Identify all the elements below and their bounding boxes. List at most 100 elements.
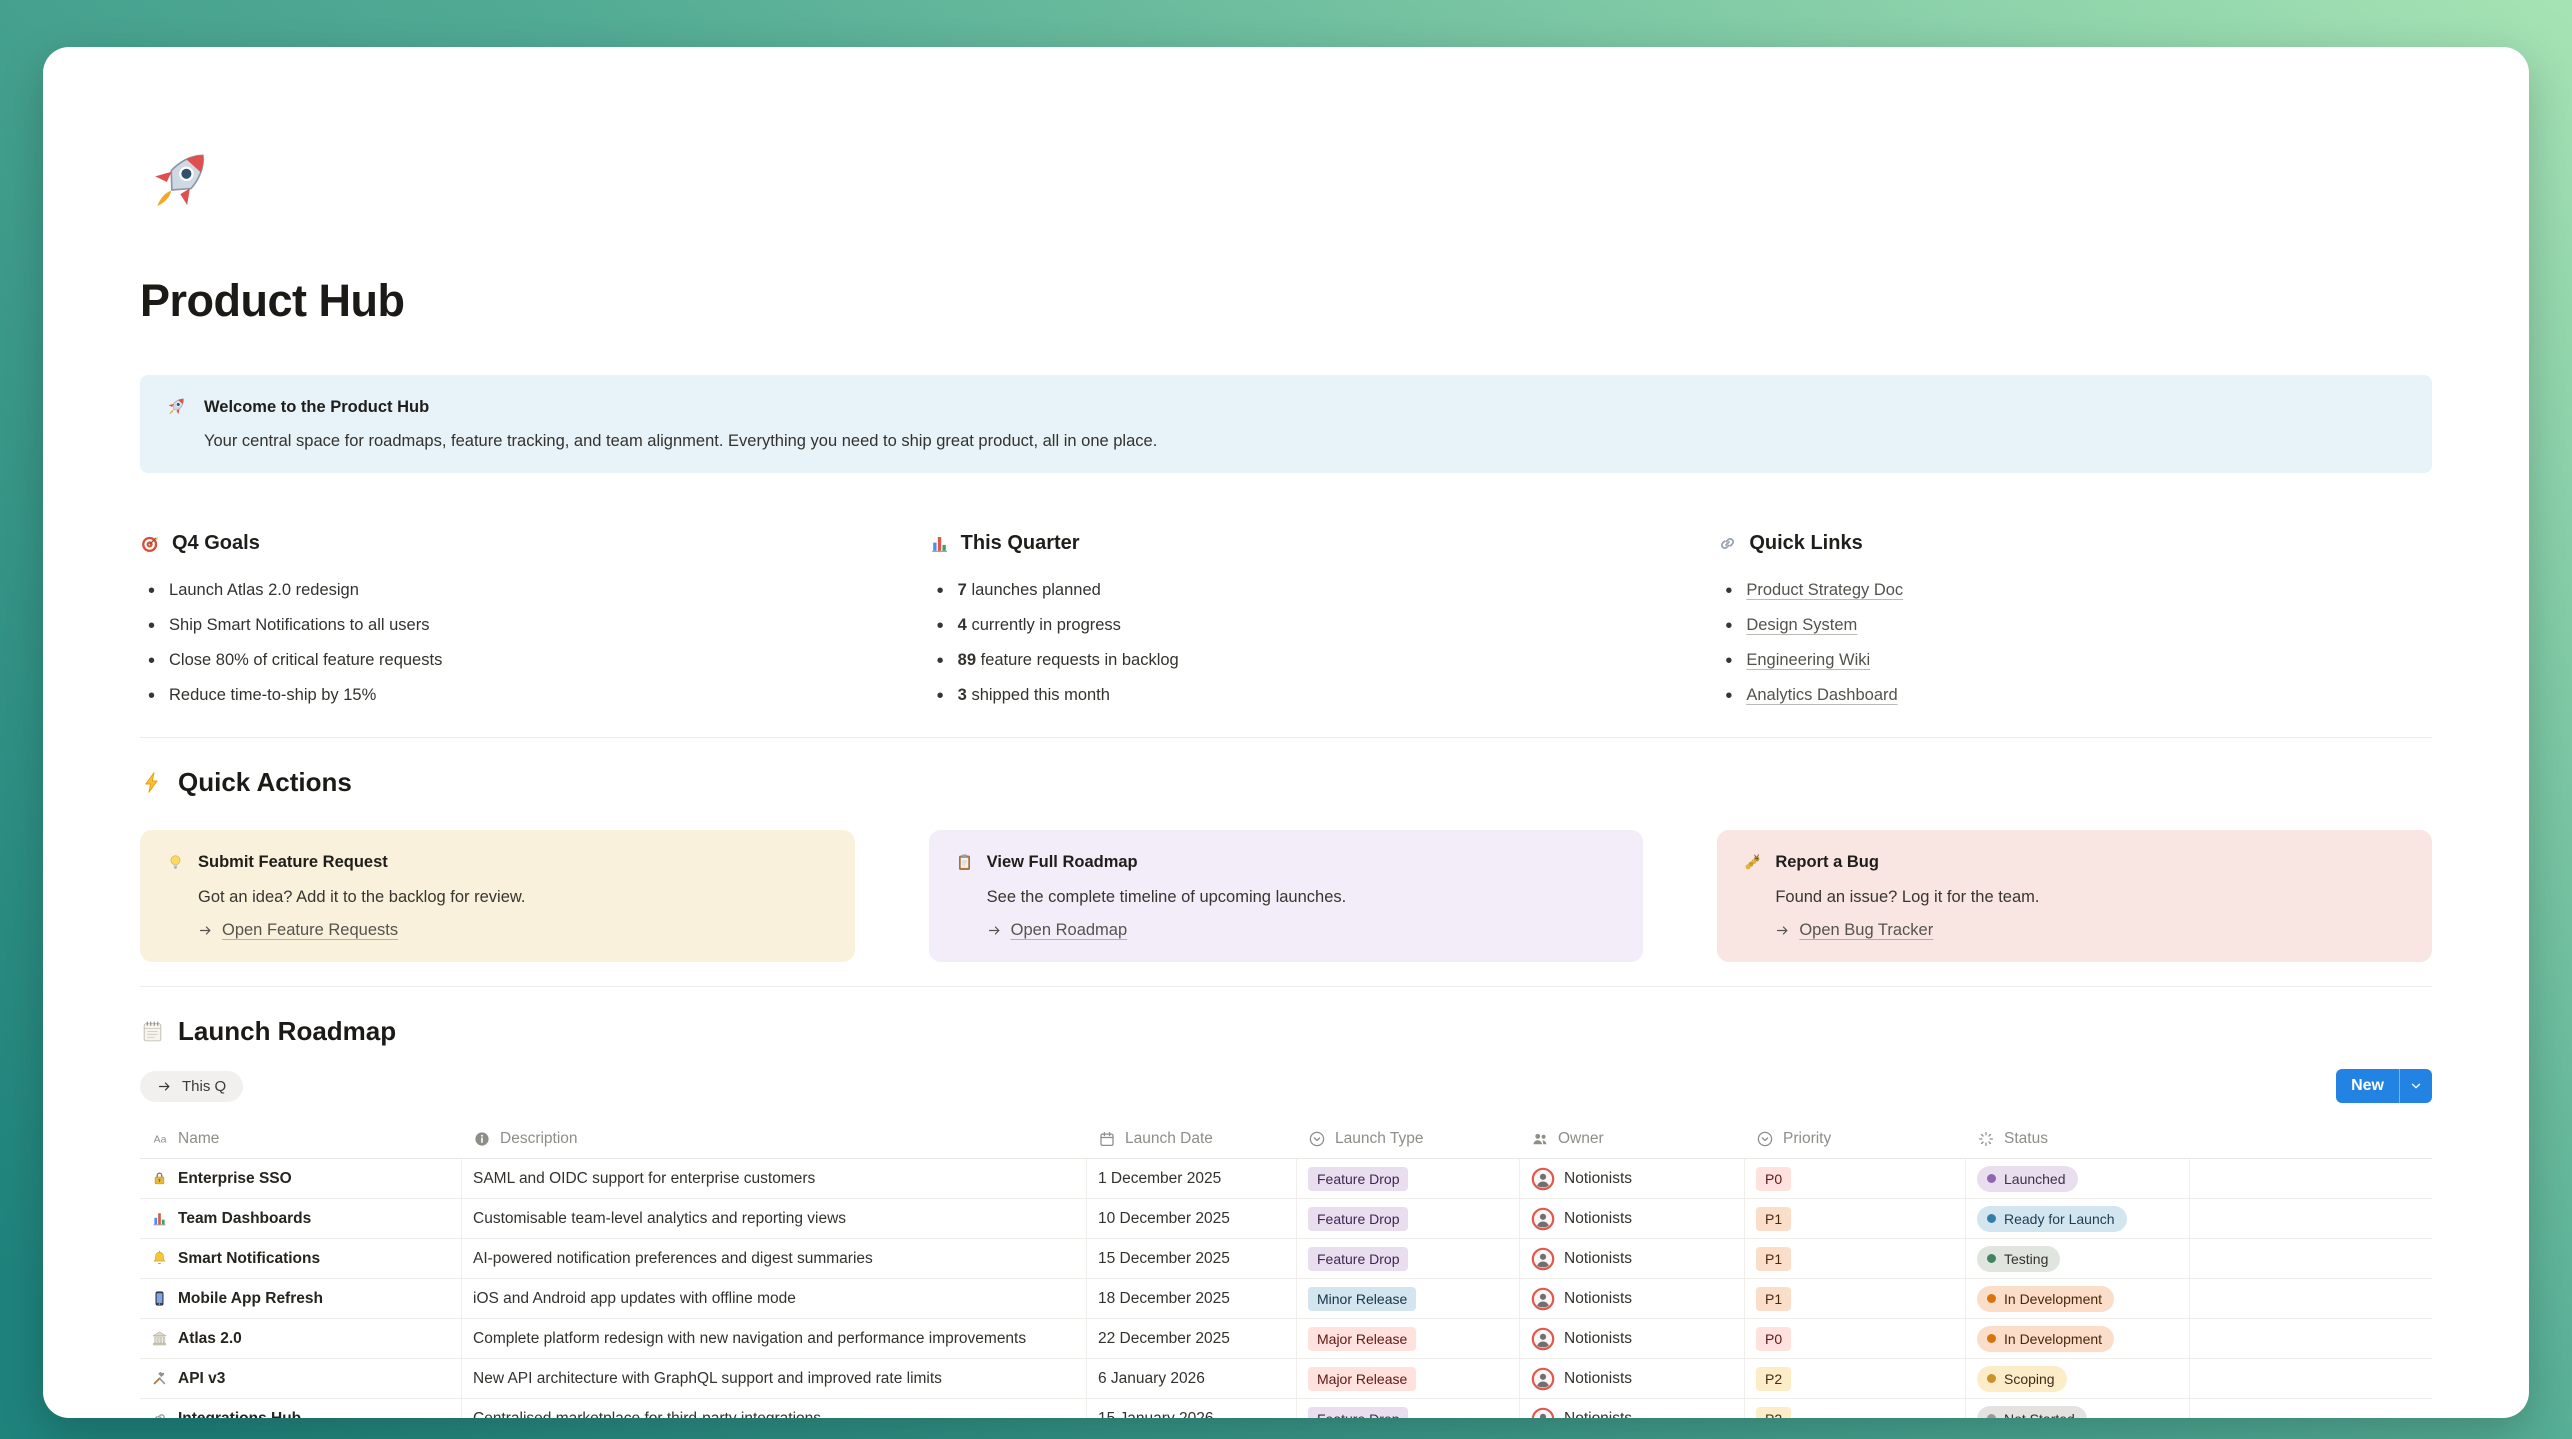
cell-owner[interactable]: Notionists	[1520, 1399, 1745, 1418]
zap-icon	[140, 770, 165, 795]
table-row[interactable]: Team Dashboards Customisable team-level a…	[140, 1199, 2432, 1239]
people-icon	[1531, 1130, 1549, 1148]
cell-launch-date[interactable]: 6 January 2026	[1087, 1359, 1297, 1398]
table-row[interactable]: Smart Notifications AI-powered notificati…	[140, 1239, 2432, 1279]
cell-priority[interactable]: P2	[1745, 1359, 1966, 1398]
cell-launch-type[interactable]: Feature Drop	[1297, 1239, 1520, 1278]
cell-description[interactable]: SAML and OIDC support for enterprise cus…	[462, 1159, 1087, 1198]
cell-extra	[2190, 1319, 2432, 1358]
cell-launch-type[interactable]: Feature Drop	[1297, 1199, 1520, 1238]
table-row[interactable]: Mobile App Refresh iOS and Android app up…	[140, 1279, 2432, 1319]
priority-tag: P2	[1756, 1366, 1792, 1391]
quick-link[interactable]: Engineering Wiki	[1746, 651, 1871, 669]
cell-priority[interactable]: P1	[1745, 1279, 1966, 1318]
cell-status[interactable]: Scoping	[1966, 1359, 2190, 1398]
column-header-name[interactable]: Aa Name	[140, 1130, 462, 1148]
cell-priority[interactable]: P0	[1745, 1319, 1966, 1358]
cell-launch-date[interactable]: 15 January 2026	[1087, 1399, 1297, 1418]
launch-type-tag: Feature Drop	[1308, 1206, 1409, 1231]
cell-priority[interactable]: P2	[1745, 1399, 1966, 1418]
cell-description[interactable]: Complete platform redesign with new navi…	[462, 1319, 1087, 1358]
table-row[interactable]: Integrations Hub Centralised marketplace …	[140, 1399, 2432, 1418]
cell-launch-date[interactable]: 10 December 2025	[1087, 1199, 1297, 1238]
launch-roadmap-heading: Launch Roadmap	[140, 1011, 2432, 1051]
open-bug-tracker-link[interactable]: Open Bug Tracker	[1799, 921, 1934, 939]
heading-label: Quick Actions	[178, 767, 352, 797]
cell-name[interactable]: Integrations Hub	[140, 1399, 462, 1418]
table-row[interactable]: API v3 New API architecture with GraphQL …	[140, 1359, 2432, 1399]
page-icon[interactable]	[140, 143, 2432, 233]
cell-owner[interactable]: Notionists	[1520, 1239, 1745, 1278]
column-header-launch-type[interactable]: Launch Type	[1297, 1130, 1520, 1148]
quick-link-item: • Analytics Dashboard	[1717, 678, 2432, 713]
card-link-row: Open Roadmap	[955, 917, 1618, 943]
priority-tag: P1	[1756, 1246, 1792, 1271]
quick-link[interactable]: Product Strategy Doc	[1746, 581, 1904, 599]
quick-link[interactable]: Analytics Dashboard	[1746, 686, 1898, 704]
cell-name[interactable]: Smart Notifications	[140, 1239, 462, 1278]
cell-priority[interactable]: P1	[1745, 1239, 1966, 1278]
cell-launch-type[interactable]: Feature Drop	[1297, 1399, 1520, 1418]
open-roadmap-link[interactable]: Open Roadmap	[1010, 921, 1128, 939]
cell-status[interactable]: Ready for Launch	[1966, 1199, 2190, 1238]
chevron-down-icon[interactable]	[2400, 1069, 2432, 1103]
cell-launch-date[interactable]: 15 December 2025	[1087, 1239, 1297, 1278]
cell-description[interactable]: Customisable team-level analytics and re…	[462, 1199, 1087, 1238]
cell-owner[interactable]: Notionists	[1520, 1199, 1745, 1238]
cell-name[interactable]: Mobile App Refresh	[140, 1279, 462, 1318]
new-button-label[interactable]: New	[2351, 1077, 2384, 1094]
cell-status[interactable]: In Development	[1966, 1319, 2190, 1358]
cell-status[interactable]: Launched	[1966, 1159, 2190, 1198]
cell-owner[interactable]: Notionists	[1520, 1159, 1745, 1198]
cell-name[interactable]: Team Dashboards	[140, 1199, 462, 1238]
cell-priority[interactable]: P0	[1745, 1159, 1966, 1198]
column-header-description[interactable]: Description	[462, 1130, 1087, 1148]
cell-launch-type[interactable]: Minor Release	[1297, 1279, 1520, 1318]
cell-description[interactable]: iOS and Android app updates with offline…	[462, 1279, 1087, 1318]
cell-launch-type[interactable]: Major Release	[1297, 1359, 1520, 1398]
quick-link[interactable]: Design System	[1746, 616, 1858, 634]
column-header-launch-date[interactable]: Launch Date	[1087, 1130, 1297, 1148]
priority-tag: P1	[1756, 1206, 1792, 1231]
cell-name[interactable]: Atlas 2.0	[140, 1319, 462, 1358]
cell-name[interactable]: Enterprise SSO	[140, 1159, 462, 1198]
new-button[interactable]: New	[2336, 1069, 2432, 1103]
column-header-owner[interactable]: Owner	[1520, 1130, 1745, 1148]
cell-launch-type[interactable]: Feature Drop	[1297, 1159, 1520, 1198]
cell-status[interactable]: Not Started	[1966, 1399, 2190, 1418]
view-tab-label: This Q	[182, 1077, 227, 1095]
cell-launch-type[interactable]: Major Release	[1297, 1319, 1520, 1358]
heading-label: Quick Links	[1749, 532, 1863, 554]
card-link-row: Open Bug Tracker	[1743, 917, 2406, 943]
column-header-status[interactable]: Status	[1966, 1130, 2190, 1148]
cell-status[interactable]: In Development	[1966, 1279, 2190, 1318]
status-dot	[1987, 1214, 1996, 1223]
owner-name: Notionists	[1564, 1369, 1633, 1387]
table-row[interactable]: Atlas 2.0 Complete platform redesign with…	[140, 1319, 2432, 1359]
cell-launch-date[interactable]: 18 December 2025	[1087, 1279, 1297, 1318]
cell-description[interactable]: Centralised marketplace for third-party …	[462, 1399, 1087, 1418]
table-row[interactable]: Enterprise SSO SAML and OIDC support for …	[140, 1159, 2432, 1199]
open-feature-requests-link[interactable]: Open Feature Requests	[222, 921, 399, 939]
cell-launch-date[interactable]: 1 December 2025	[1087, 1159, 1297, 1198]
card-report-a-bug: Report a Bug Found an issue? Log it for …	[1717, 830, 2432, 962]
cell-owner[interactable]: Notionists	[1520, 1279, 1745, 1318]
cell-owner[interactable]: Notionists	[1520, 1359, 1745, 1398]
cell-name[interactable]: API v3	[140, 1359, 462, 1398]
view-tab-this-q[interactable]: This Q	[140, 1070, 244, 1102]
svg-text:Aa: Aa	[154, 1133, 167, 1145]
cell-extra	[2190, 1399, 2432, 1418]
cell-description[interactable]: New API architecture with GraphQL suppor…	[462, 1359, 1087, 1398]
cell-owner[interactable]: Notionists	[1520, 1319, 1745, 1358]
cell-priority[interactable]: P1	[1745, 1199, 1966, 1238]
cell-launch-date[interactable]: 22 December 2025	[1087, 1319, 1297, 1358]
cell-status[interactable]: Testing	[1966, 1239, 2190, 1278]
column-header-priority[interactable]: Priority	[1745, 1130, 1966, 1148]
phone-emoji-icon	[151, 1290, 168, 1307]
cell-description[interactable]: AI-powered notification preferences and …	[462, 1239, 1087, 1278]
status-dot	[1987, 1374, 1996, 1383]
quick-links-list: • Product Strategy Doc • Design System • Engi…	[1717, 573, 2432, 713]
this-quarter-list: • 7 launches planned • 4 currently in progr…	[929, 573, 1644, 713]
database-toolbar: New	[2182, 1069, 2432, 1103]
card-title: View Full Roadmap	[986, 853, 1138, 871]
